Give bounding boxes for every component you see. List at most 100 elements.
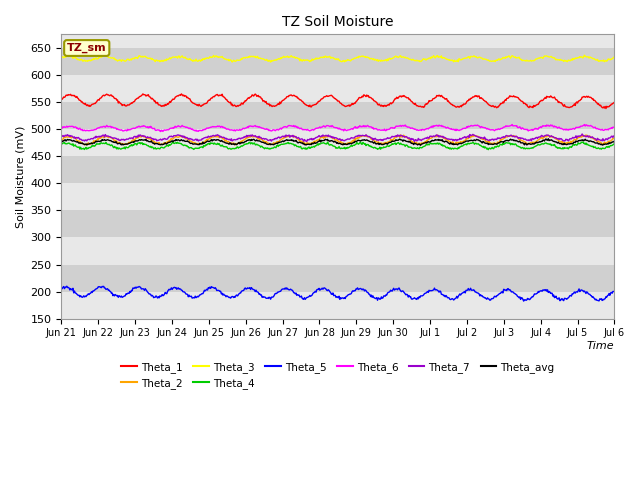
Theta_3 (422, 57, 430, 63)
Bar (61, 210, 614, 238)
Theta_7 (611, 133, 618, 139)
Theta_2 (210, 134, 218, 140)
Theta_4 (181, 143, 189, 148)
Title: TZ Soil Moisture: TZ Soil Moisture (282, 15, 394, 29)
Theta_7 (422, 135, 430, 141)
Theta_5 (520, 298, 527, 304)
Theta_7 (58, 134, 65, 140)
Text: Time: Time (587, 341, 614, 351)
Line: Theta_6: Theta_6 (61, 124, 614, 132)
Theta_6 (157, 129, 164, 134)
Line: Theta_7: Theta_7 (61, 134, 614, 142)
Theta_5 (68, 287, 76, 293)
Theta_4 (68, 141, 76, 147)
Theta_2 (68, 135, 76, 141)
Theta_6 (68, 123, 76, 129)
Bar (61, 129, 614, 156)
Theta_2 (397, 132, 404, 138)
Line: Theta_4: Theta_4 (61, 142, 614, 150)
Theta_2 (407, 138, 415, 144)
Theta_5 (611, 288, 618, 294)
Theta_avg (545, 136, 552, 142)
Theta_6 (125, 127, 132, 133)
Bar (61, 48, 614, 75)
Theta_2 (611, 135, 618, 141)
Theta_3 (180, 55, 188, 60)
Theta_5 (211, 286, 218, 291)
Y-axis label: Soil Moisture (mV): Soil Moisture (mV) (15, 125, 25, 228)
Theta_7 (303, 139, 310, 144)
Bar (61, 156, 614, 183)
Theta_6 (611, 124, 618, 130)
Line: Theta_2: Theta_2 (61, 135, 614, 145)
Bar (61, 264, 614, 292)
Bar (61, 75, 614, 102)
Theta_6 (211, 124, 218, 130)
Theta_7 (125, 136, 132, 142)
Theta_5 (406, 294, 413, 300)
Text: TZ_sm: TZ_sm (67, 43, 106, 53)
Theta_5 (125, 290, 133, 296)
Theta_avg (611, 138, 618, 144)
Theta_6 (58, 126, 65, 132)
Theta_1 (211, 94, 218, 99)
Theta_4 (211, 140, 218, 146)
Theta_3 (611, 55, 618, 60)
Theta_1 (58, 97, 65, 103)
Theta_1 (139, 91, 147, 97)
Theta_2 (58, 136, 65, 142)
Theta_4 (611, 141, 618, 147)
Bar (61, 183, 614, 210)
Theta_1 (611, 99, 618, 105)
Theta_4 (406, 144, 413, 150)
Theta_1 (406, 96, 413, 102)
Theta_avg (405, 139, 413, 145)
Bar (61, 238, 614, 264)
Theta_avg (422, 139, 430, 145)
Theta_avg (210, 137, 218, 143)
Theta_4 (169, 139, 177, 145)
Theta_3 (580, 52, 588, 58)
Theta_7 (68, 133, 76, 139)
Theta_5 (63, 283, 70, 289)
Line: Theta_5: Theta_5 (61, 286, 614, 301)
Theta_avg (180, 138, 188, 144)
Theta_avg (125, 141, 132, 146)
Theta_2 (423, 138, 431, 144)
Theta_4 (58, 142, 65, 147)
Theta_6 (422, 126, 430, 132)
Theta_avg (58, 138, 65, 144)
Theta_3 (58, 54, 65, 60)
Theta_1 (602, 106, 610, 111)
Theta_3 (406, 56, 413, 62)
Theta_2 (266, 142, 274, 148)
Theta_6 (508, 121, 516, 127)
Theta_4 (422, 142, 430, 148)
Theta_6 (181, 124, 189, 130)
Bar (61, 102, 614, 129)
Theta_7 (180, 135, 188, 141)
Legend: Theta_1, Theta_2, Theta_3, Theta_4, Theta_5, Theta_6, Theta_7, Theta_avg: Theta_1, Theta_2, Theta_3, Theta_4, Thet… (117, 358, 559, 393)
Theta_3 (125, 56, 132, 62)
Theta_3 (267, 59, 275, 65)
Theta_3 (210, 53, 218, 59)
Theta_1 (68, 93, 76, 98)
Theta_1 (422, 101, 430, 107)
Theta_5 (181, 290, 189, 296)
Theta_7 (406, 135, 413, 141)
Theta_4 (484, 147, 492, 153)
Theta_2 (180, 133, 188, 139)
Theta_2 (125, 141, 132, 146)
Theta_4 (125, 145, 132, 151)
Theta_avg (417, 143, 424, 148)
Theta_1 (125, 102, 132, 108)
Theta_avg (68, 137, 76, 143)
Theta_5 (422, 290, 430, 296)
Theta_7 (579, 131, 586, 137)
Line: Theta_3: Theta_3 (61, 55, 614, 62)
Theta_6 (406, 125, 413, 131)
Theta_7 (210, 132, 218, 138)
Line: Theta_1: Theta_1 (61, 94, 614, 108)
Line: Theta_avg: Theta_avg (61, 139, 614, 145)
Theta_3 (68, 53, 76, 59)
